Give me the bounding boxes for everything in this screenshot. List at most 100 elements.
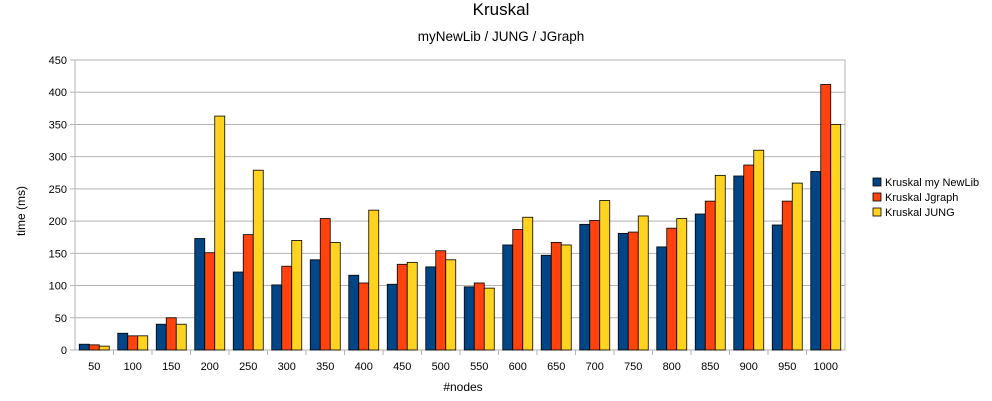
x-tick-label: 200 xyxy=(201,361,219,373)
bar xyxy=(550,241,562,351)
bar xyxy=(599,200,611,351)
bar xyxy=(512,229,524,351)
bar xyxy=(127,335,139,351)
bar xyxy=(406,261,418,351)
bar xyxy=(214,115,226,351)
bar xyxy=(771,224,783,351)
bar xyxy=(358,282,370,351)
bar xyxy=(281,265,293,351)
x-tick-label: 400 xyxy=(355,361,373,373)
y-tick-label: 50 xyxy=(55,313,67,325)
bar xyxy=(242,234,254,351)
bar xyxy=(194,238,206,351)
x-tick-label: 500 xyxy=(432,361,450,373)
bar xyxy=(733,175,745,351)
bar xyxy=(820,84,832,351)
bar xyxy=(791,182,803,351)
x-tick-label: 750 xyxy=(624,361,642,373)
bar xyxy=(704,200,716,351)
bar xyxy=(522,216,534,351)
bar xyxy=(579,223,591,351)
x-tick-label: 150 xyxy=(162,361,180,373)
bar xyxy=(463,286,475,351)
bar xyxy=(781,200,793,351)
x-tick-label: 1000 xyxy=(814,361,838,373)
bar xyxy=(425,266,437,351)
x-axis-label: #nodes xyxy=(443,380,482,394)
x-tick-label: 250 xyxy=(239,361,257,373)
chart-subtitle: myNewLib / JUNG / JGraph xyxy=(418,29,585,44)
legend-swatch xyxy=(872,192,882,202)
bar xyxy=(271,284,283,351)
bar xyxy=(137,335,149,351)
bar xyxy=(291,240,303,351)
x-tick-label: 550 xyxy=(470,361,488,373)
bar xyxy=(810,171,822,351)
bar xyxy=(435,250,447,351)
bar xyxy=(232,271,244,351)
bar xyxy=(694,213,706,351)
x-tick-label: 850 xyxy=(701,361,719,373)
bar xyxy=(502,244,514,351)
y-axis-label: time (ms) xyxy=(14,186,28,236)
y-tick-label: 250 xyxy=(49,184,67,196)
y-tick-label: 400 xyxy=(49,87,67,99)
y-tick-label: 350 xyxy=(49,119,67,131)
bar xyxy=(88,344,100,351)
bar xyxy=(155,323,167,351)
x-tick-label: 600 xyxy=(509,361,527,373)
y-tick-label: 200 xyxy=(49,216,67,228)
x-tick-label: 800 xyxy=(663,361,681,373)
bar xyxy=(627,231,639,351)
y-tick-label: 300 xyxy=(49,152,67,164)
x-tick-label: 300 xyxy=(278,361,296,373)
bar xyxy=(204,252,216,351)
bar xyxy=(830,124,842,351)
bar xyxy=(589,220,601,351)
bar xyxy=(560,244,572,351)
bar xyxy=(483,287,495,351)
bar xyxy=(309,259,321,351)
bar xyxy=(117,332,129,351)
legend-label: Kruskal JUNG xyxy=(885,207,955,219)
chart-title: Kruskal xyxy=(473,0,530,19)
bar xyxy=(175,323,187,351)
y-tick-label: 100 xyxy=(49,281,67,293)
bar xyxy=(396,263,408,351)
x-tick-label: 650 xyxy=(547,361,565,373)
bar xyxy=(445,259,457,351)
x-tick-label: 450 xyxy=(393,361,411,373)
bar xyxy=(753,149,765,351)
bar xyxy=(252,169,264,351)
bar xyxy=(386,283,398,351)
x-tick-label: 50 xyxy=(88,361,100,373)
bar xyxy=(368,209,380,351)
bar xyxy=(656,246,668,351)
bar xyxy=(743,164,755,351)
x-tick-label: 900 xyxy=(740,361,758,373)
bar xyxy=(540,254,552,351)
bar xyxy=(348,274,360,351)
legend: Kruskal my NewLib Kruskal Jgraph Kruskal J… xyxy=(872,177,979,219)
bar xyxy=(473,282,485,351)
bar xyxy=(165,317,177,351)
bar xyxy=(78,343,90,351)
bar xyxy=(637,215,649,351)
x-tick-label: 950 xyxy=(778,361,796,373)
bar xyxy=(319,218,331,351)
bar xyxy=(676,218,688,351)
y-tick-label: 150 xyxy=(49,248,67,260)
legend-swatch xyxy=(872,207,882,217)
bar xyxy=(98,345,110,351)
y-tick-label: 0 xyxy=(61,345,67,357)
x-tick-label: 700 xyxy=(586,361,604,373)
legend-label: Kruskal my NewLib xyxy=(885,177,979,189)
plot-frame xyxy=(74,59,846,351)
bar xyxy=(714,174,726,351)
y-tick-label: 450 xyxy=(49,55,67,67)
legend-label: Kruskal Jgraph xyxy=(885,192,958,204)
bar xyxy=(329,241,341,351)
bar xyxy=(617,232,629,351)
x-tick-label: 100 xyxy=(124,361,142,373)
